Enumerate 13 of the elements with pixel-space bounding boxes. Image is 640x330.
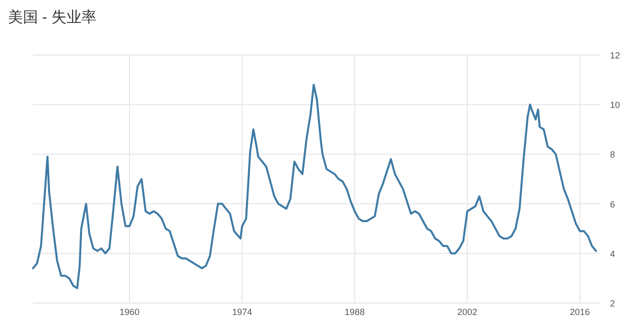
x-tick-label: 1988	[344, 307, 365, 317]
x-tick-label: 1960	[119, 307, 140, 317]
y-tick-label: 8	[610, 150, 616, 160]
line-series	[32, 84, 597, 290]
x-tick-label: 2002	[457, 307, 478, 317]
x-tick-label: 2016	[570, 307, 590, 317]
y-tick-label: 6	[610, 199, 616, 210]
y-tick-label: 2	[610, 298, 616, 308]
y-tick-label: 10	[610, 100, 620, 110]
y-tick-label: 4	[610, 248, 616, 259]
y-tick-label: 12	[610, 50, 620, 60]
chart-title: 美国 - 失业率	[8, 9, 96, 26]
x-tick-label: 1974	[232, 307, 252, 317]
